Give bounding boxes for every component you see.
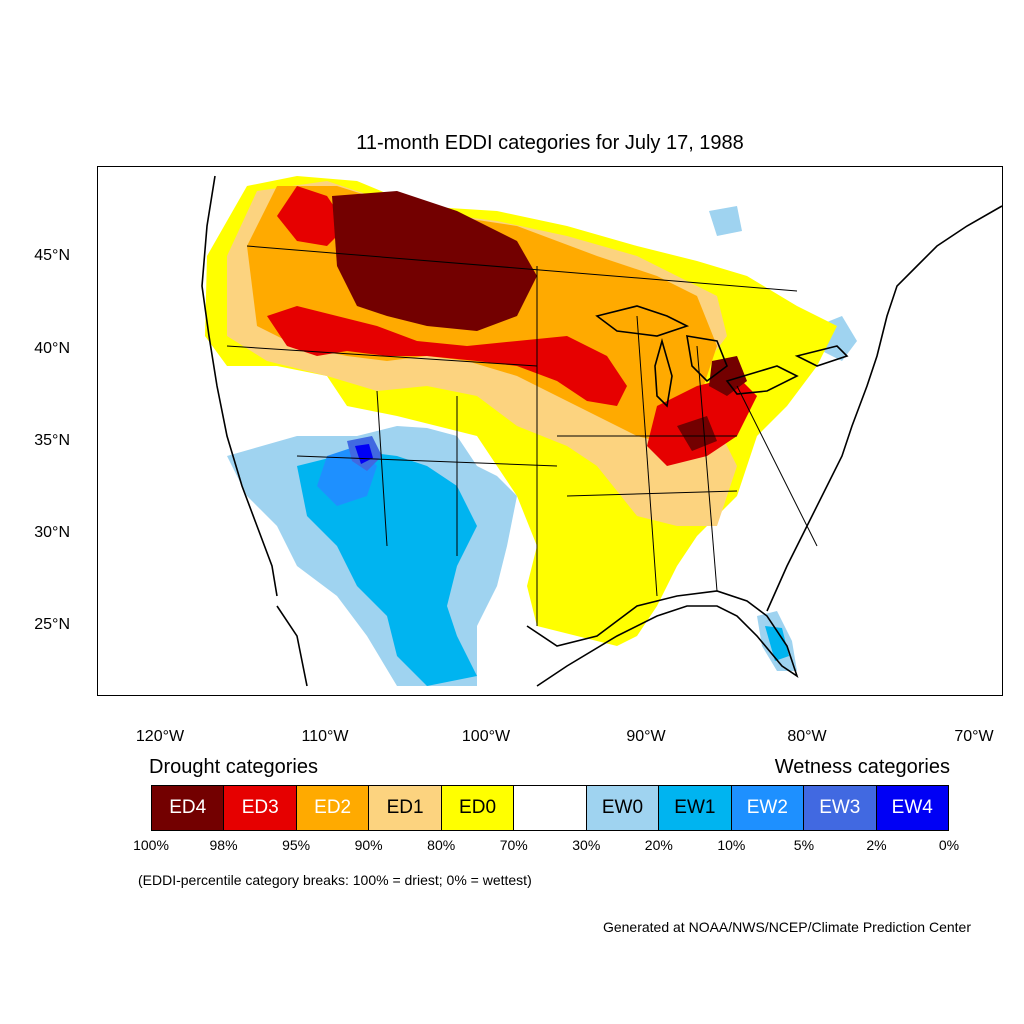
wetness-regions bbox=[227, 206, 857, 686]
lon-label-100: 100°W bbox=[461, 728, 511, 745]
legend-swatch-ew2: EW2 bbox=[731, 786, 805, 830]
legend-break-label: 70% bbox=[499, 837, 528, 853]
legend-swatch-ed2: ED2 bbox=[296, 786, 370, 830]
legend-swatch-ed4: ED4 bbox=[152, 786, 225, 830]
legend-break-label: 100% bbox=[133, 837, 169, 853]
legend-break-label: 5% bbox=[793, 837, 815, 853]
map-outlines bbox=[201, 175, 1003, 687]
lon-label-80: 80°W bbox=[787, 728, 827, 745]
legend-color-bar: ED4 ED3 ED2 ED1 ED0 EW0 EW1 EW2 EW3 EW4 bbox=[151, 785, 949, 831]
credit-line: Generated at NOAA/NWS/NCEP/Climate Predi… bbox=[602, 919, 971, 935]
lat-label-35: 35°N bbox=[34, 432, 70, 449]
legend-break-label: 90% bbox=[354, 837, 383, 853]
drought-regions bbox=[205, 176, 837, 646]
lat-label-25: 25°N bbox=[34, 616, 70, 633]
legend-swatch-ew0: EW0 bbox=[586, 786, 660, 830]
legend-break-label: 20% bbox=[644, 837, 673, 853]
map-border bbox=[97, 166, 1003, 696]
legend-break-label: 2% bbox=[866, 837, 887, 853]
category-breaks-note: (EDDI-percentile category breaks: 100% =… bbox=[138, 872, 532, 888]
lat-label-45: 45°N bbox=[34, 247, 70, 264]
eddi-map bbox=[97, 166, 1003, 696]
lon-label-120: 120°W bbox=[135, 728, 185, 745]
map-title: 11-month EDDI categories for July 17, 19… bbox=[356, 132, 744, 154]
great-lakes bbox=[595, 305, 849, 408]
legend-swatch-ed0: ED0 bbox=[441, 786, 515, 830]
legend-swatch-ed1: ED1 bbox=[369, 786, 442, 830]
legend-swatch-ew1: EW1 bbox=[659, 786, 732, 830]
drought-categories-title: Drought categories bbox=[149, 756, 318, 778]
lon-label-70: 70°W bbox=[954, 728, 994, 745]
legend-break-label: 10% bbox=[717, 837, 746, 853]
legend-break-label: 95% bbox=[282, 837, 311, 853]
lon-label-90: 90°W bbox=[626, 728, 666, 745]
lat-label-30: 30°N bbox=[34, 524, 70, 541]
legend-break-label: 0% bbox=[938, 837, 960, 853]
lat-label-40: 40°N bbox=[34, 340, 70, 357]
legend-break-label: 98% bbox=[209, 837, 238, 853]
legend-swatch-ew3: EW3 bbox=[804, 786, 877, 830]
legend-swatch-ew4: EW4 bbox=[876, 786, 948, 830]
legend-swatch-ed3: ED3 bbox=[224, 786, 297, 830]
lon-label-110: 110°W bbox=[301, 728, 349, 745]
wetness-categories-title: Wetness categories bbox=[774, 756, 950, 778]
legend-break-label: 80% bbox=[427, 837, 456, 853]
legend-break-label: 30% bbox=[572, 837, 601, 853]
legend-swatch-none bbox=[514, 786, 587, 830]
